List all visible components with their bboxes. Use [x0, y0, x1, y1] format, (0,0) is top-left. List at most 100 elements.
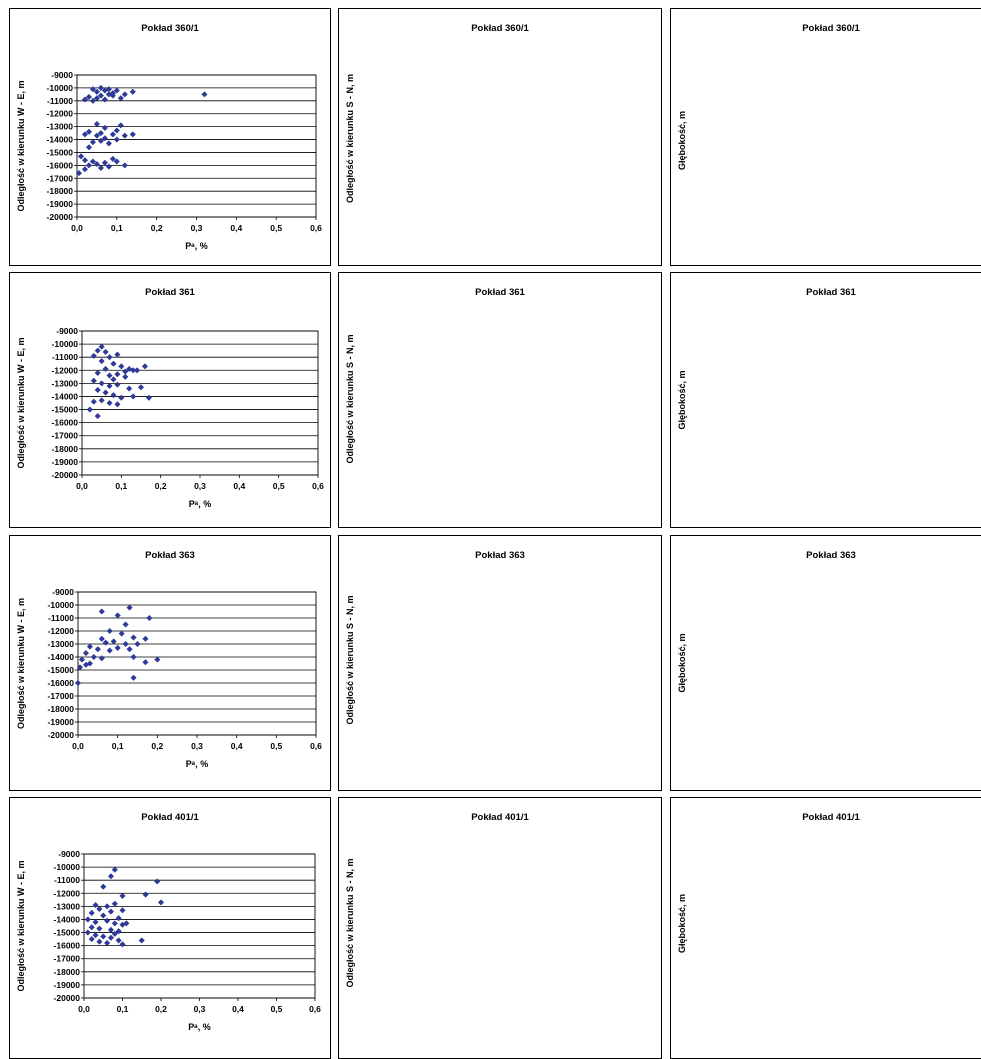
data-point	[118, 363, 125, 370]
data-point	[110, 392, 117, 399]
x-tick-label: 0,2	[155, 481, 167, 491]
data-point	[92, 918, 99, 926]
data-point	[130, 367, 137, 374]
data-point	[142, 659, 149, 666]
data-point	[82, 661, 90, 668]
data-point	[97, 164, 104, 172]
data-point	[102, 389, 109, 396]
data-point	[97, 84, 104, 91]
y-axis-label: Odległość w kierunku S - N, m	[345, 334, 355, 463]
data-point	[111, 920, 118, 927]
data-point	[107, 926, 115, 934]
chart-title: Pokład 360/1	[471, 23, 529, 34]
data-point	[145, 394, 152, 401]
data-point	[157, 899, 165, 906]
data-point	[86, 406, 93, 413]
y-tick-label: -20000	[52, 470, 79, 480]
data-point	[90, 398, 97, 405]
y-tick-label: -11000	[47, 96, 73, 106]
y-tick-label: -14000	[52, 391, 79, 401]
data-point	[85, 128, 93, 135]
chart-title: Pokład 363	[475, 550, 525, 561]
chart-panel: Pokład 361 -9000 -10000 -11000 -12000 -13000 -…	[9, 272, 331, 528]
x-tick-label: 0,2	[155, 1004, 167, 1014]
data-point	[118, 394, 125, 401]
y-tick-label: -10000	[52, 339, 79, 349]
data-point	[96, 925, 103, 932]
x-tick-label: 0,0	[71, 223, 83, 233]
data-point	[146, 614, 153, 622]
data-point	[102, 348, 109, 356]
data-point	[86, 643, 93, 650]
data-point	[114, 381, 121, 388]
y-tick-label: -13000	[52, 378, 79, 388]
x-tick-label: 0,0	[72, 741, 84, 751]
data-point	[154, 656, 161, 663]
y-tick-label: -17000	[54, 954, 81, 964]
data-point	[101, 96, 108, 103]
y-axis-label: Głębokość, m	[677, 111, 687, 170]
chart-panel: Pokład 363-45000-46000-47000-48000-49000…	[338, 535, 662, 791]
data-point	[115, 937, 122, 944]
x-tick-label: 0,1	[112, 741, 124, 751]
data-point	[98, 608, 105, 615]
y-tick-label: -11000	[54, 875, 80, 885]
data-point	[81, 96, 89, 103]
data-point	[98, 358, 105, 365]
data-point	[134, 640, 141, 648]
y-tick-label: -12000	[47, 109, 74, 119]
data-point	[130, 653, 137, 661]
chart-panel: Pokład 363 -9000 -10000 -11000 -12000 -13000 -…	[9, 535, 331, 791]
data-point	[78, 656, 86, 663]
data-point	[81, 131, 89, 138]
data-point	[111, 866, 118, 873]
data-point	[114, 371, 121, 378]
data-point	[84, 916, 91, 923]
data-point	[98, 655, 105, 662]
data-point	[102, 639, 109, 646]
data-point	[89, 97, 97, 104]
data-point	[114, 351, 121, 358]
data-point	[107, 934, 115, 941]
data-point	[96, 938, 103, 945]
y-tick-label: -17000	[52, 431, 79, 441]
data-point	[76, 664, 84, 671]
data-point	[119, 941, 126, 948]
y-tick-label: -10000	[47, 83, 74, 93]
data-point	[109, 131, 116, 138]
y-axis-label: Odległość w kierunku W - E, m	[16, 337, 26, 468]
data-point	[122, 368, 129, 375]
y-tick-label: -9000	[52, 587, 74, 597]
chart-panel: Pokład 360/10-100-200-300-400-500-600-70…	[670, 8, 981, 266]
data-point	[142, 891, 149, 898]
y-tick-label: -10000	[48, 600, 75, 610]
x-tick-label: 0,6	[309, 1004, 321, 1014]
scatter-chart: Pokład 360/10-100-200-300-400-500-600-70…	[677, 23, 860, 170]
y-axis-label: Odległość w kierunku S - N, m	[345, 74, 355, 203]
chart-title: Pokład 401/1	[141, 812, 199, 823]
y-tick-label: -20000	[48, 730, 75, 740]
data-point	[104, 939, 111, 947]
data-point	[75, 170, 83, 177]
chart-title: Pokład 361	[145, 287, 195, 298]
data-point	[98, 635, 105, 642]
data-point	[106, 354, 113, 361]
y-tick-label: -12000	[52, 365, 79, 375]
data-point	[130, 674, 137, 681]
data-point	[94, 413, 101, 420]
data-point	[81, 166, 89, 173]
y-tick-label: -18000	[54, 967, 81, 977]
data-point	[121, 132, 128, 139]
chart-title: Pokład 360/1	[141, 23, 199, 34]
data-point	[130, 393, 137, 400]
data-point	[107, 873, 115, 880]
x-tick-label: 0,4	[233, 481, 245, 491]
data-point	[97, 130, 104, 137]
data-point	[93, 160, 100, 168]
y-tick-label: -13000	[54, 901, 81, 911]
y-tick-label: -15000	[52, 405, 79, 415]
y-tick-label: -15000	[54, 928, 81, 938]
x-tick-label: 0,0	[76, 481, 88, 491]
y-tick-label: -11000	[48, 613, 74, 623]
x-tick-label: 0,4	[232, 1004, 244, 1014]
